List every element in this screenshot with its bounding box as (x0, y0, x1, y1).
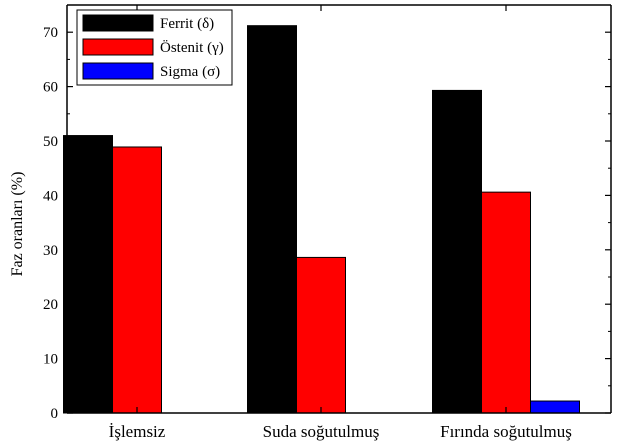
bar-2-1 (112, 146, 162, 414)
y-axis-title: Faz oranları (%) (9, 172, 26, 277)
bars-layer (63, 25, 580, 414)
legend-label-1: Ferrit (δ) (160, 16, 214, 32)
y-tick-label-0: 0 (51, 406, 59, 422)
y-tick-label-30: 30 (43, 243, 58, 259)
bar-1-3 (432, 89, 482, 414)
bar-2-3 (481, 191, 531, 414)
y-tick-label-40: 40 (43, 188, 58, 204)
legend-swatch-2 (82, 38, 154, 56)
legend: Ferrit (δ) Östenit (γ) Sigma (σ) (76, 9, 233, 86)
y-tick-label-20: 20 (43, 297, 58, 313)
legend-swatch-1 (82, 14, 154, 32)
bar-2-2 (296, 256, 346, 414)
x-category-label-1: İşlemsiz (109, 422, 166, 441)
y-tick-label-70: 70 (43, 25, 58, 41)
x-category-label-2: Suda soğutulmuş (263, 422, 380, 441)
axes-layer: 0 10 20 30 40 50 60 70 İşlemsiz Suda soğutulmuş Fı… (43, 4, 612, 441)
bar-1-2 (247, 25, 297, 414)
y-tick-label-60: 60 (43, 80, 58, 96)
x-category-label-3: Fırında soğutulmuş (440, 422, 572, 441)
bar-1-1 (63, 135, 113, 414)
bar-3-3 (530, 400, 580, 414)
y-tick-label-50: 50 (43, 134, 58, 150)
legend-label-2: Östenit (γ) (160, 39, 224, 56)
legend-swatch-3 (82, 62, 154, 80)
y-tick-label-10: 10 (43, 352, 58, 368)
legend-label-3: Sigma (σ) (160, 64, 220, 80)
